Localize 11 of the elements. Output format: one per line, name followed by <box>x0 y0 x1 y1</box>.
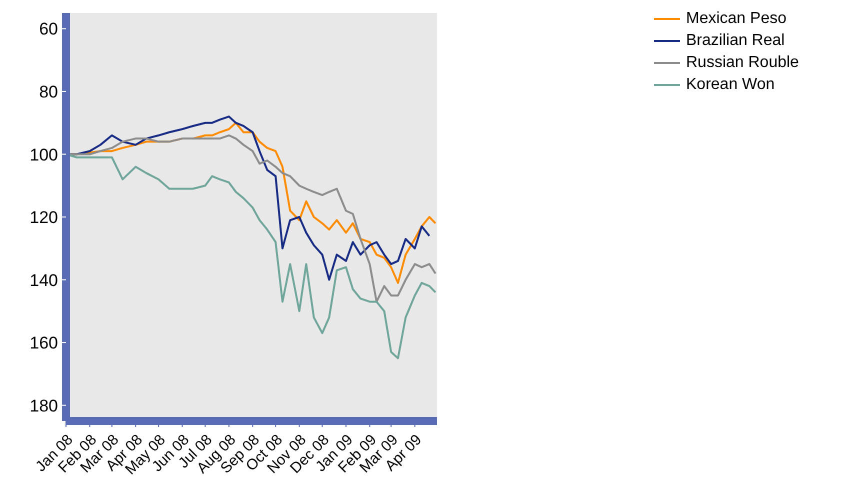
legend-label: Russian Rouble <box>686 54 799 72</box>
y-tick-label: 60 <box>39 20 58 39</box>
y-tick-label: 140 <box>30 270 58 290</box>
y-tick-label: 160 <box>30 334 58 353</box>
y-tick-label: 120 <box>30 208 58 228</box>
legend-label: Korean Won <box>686 76 775 94</box>
legend-label: Brazilian Real <box>686 32 785 50</box>
y-tick-label: 100 <box>30 145 58 164</box>
legend-label: Mexican Peso <box>686 10 786 28</box>
y-tick-label: 180 <box>30 396 58 416</box>
y-tick-label: 80 <box>39 82 58 102</box>
